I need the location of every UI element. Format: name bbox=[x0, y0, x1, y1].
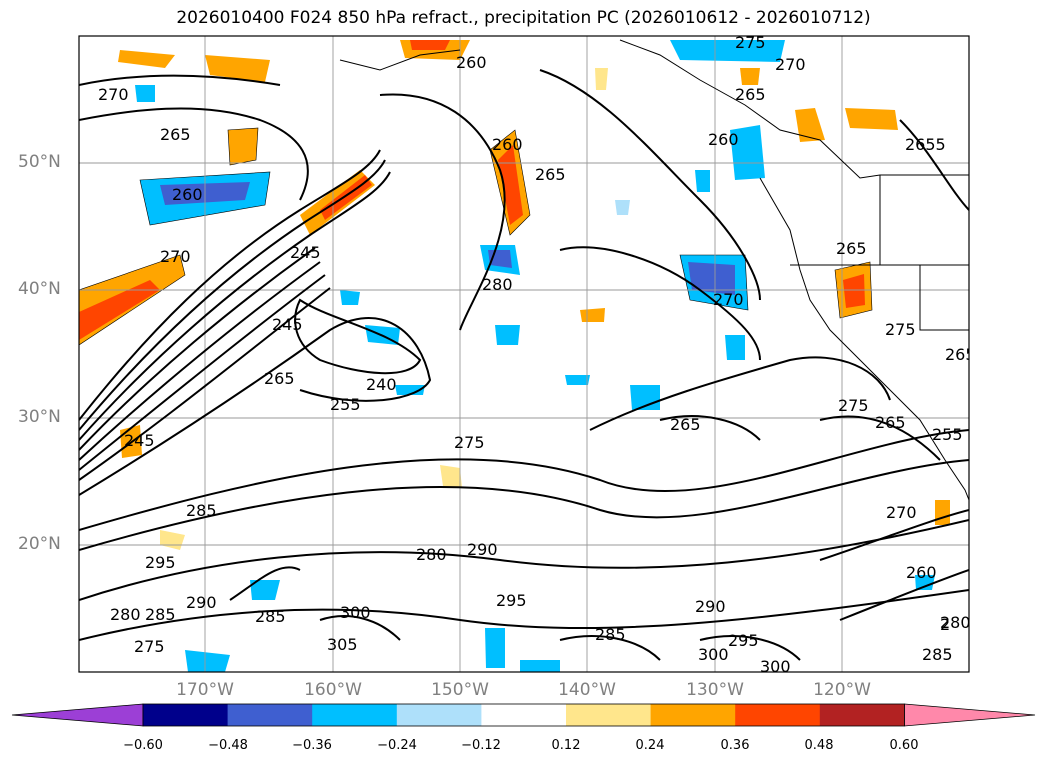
colorbar-tick-label: 0.60 bbox=[889, 738, 919, 753]
contour-label: 2 bbox=[940, 615, 950, 634]
contour-label: 285 bbox=[186, 501, 217, 520]
contour-label: 245 bbox=[124, 431, 155, 450]
contour-label: 270 bbox=[775, 55, 806, 74]
contour-label: 265 bbox=[160, 125, 191, 144]
contour-label: 260 bbox=[708, 130, 739, 149]
contour-label: 300 bbox=[340, 603, 371, 622]
contour-label: 285 bbox=[145, 605, 176, 624]
lon-label: 150°W bbox=[431, 680, 489, 700]
contour-label: 300 bbox=[760, 657, 791, 676]
map-title: 2026010400 F024 850 hPa refract., precip… bbox=[176, 8, 871, 28]
colorbar-tick-label: −0.12 bbox=[461, 738, 501, 753]
contour-label: 275 bbox=[454, 433, 485, 452]
contour-label: 260 bbox=[456, 53, 487, 72]
contour-label: 275 bbox=[885, 320, 916, 339]
contour-label: 285 bbox=[595, 625, 626, 644]
lat-label: 40°N bbox=[18, 279, 61, 299]
contour-label: 245 bbox=[290, 243, 321, 262]
precip-negative-areas bbox=[135, 40, 935, 672]
contour-label: 255 bbox=[330, 395, 361, 414]
contour-label: 300 bbox=[698, 645, 729, 664]
contour-label: 290 bbox=[186, 593, 217, 612]
map-frame bbox=[78, 35, 970, 673]
colorbar-tick-label: 0.36 bbox=[720, 738, 750, 753]
lat-label: 30°N bbox=[18, 407, 61, 427]
contour-label: 295 bbox=[496, 591, 527, 610]
contour-label: 280 bbox=[110, 605, 141, 624]
contour-label: 275 bbox=[134, 637, 165, 656]
contour-label: 285 bbox=[255, 607, 286, 626]
contour-label: 255 bbox=[932, 425, 963, 444]
contour-label: 245 bbox=[272, 315, 303, 334]
contour-label: 295 bbox=[145, 553, 176, 572]
contour-label: 265 bbox=[945, 345, 976, 364]
contour-label: 280 bbox=[482, 275, 513, 294]
contour-label: 290 bbox=[695, 597, 726, 616]
contour-label: 240 bbox=[366, 375, 397, 394]
contour-label: 260 bbox=[492, 135, 523, 154]
contour-label: 275 bbox=[838, 396, 869, 415]
colorbar-tick-label: −0.24 bbox=[377, 738, 417, 753]
contour-label: 270 bbox=[713, 290, 744, 309]
lon-label: 160°W bbox=[304, 680, 362, 700]
contour-label: 265 bbox=[670, 415, 701, 434]
contour-label: 290 bbox=[467, 540, 498, 559]
colorbar-tick-label: −0.36 bbox=[292, 738, 332, 753]
contour-label: 2655 bbox=[905, 135, 946, 154]
graticule bbox=[79, 36, 969, 672]
contour-label: 285 bbox=[922, 645, 953, 664]
contour-label: 265 bbox=[735, 85, 766, 104]
contour-label: 280 bbox=[416, 545, 447, 564]
contour-label: 270 bbox=[160, 247, 191, 266]
contour-label: 305 bbox=[327, 635, 358, 654]
lon-label: 140°W bbox=[558, 680, 616, 700]
contour-label: 265 bbox=[836, 239, 867, 258]
lon-label: 130°W bbox=[686, 680, 744, 700]
contour-label: 270 bbox=[886, 503, 917, 522]
contour-label: 260 bbox=[172, 185, 203, 204]
lat-label: 50°N bbox=[18, 152, 61, 172]
refractivity-contours bbox=[79, 69, 969, 661]
contour-label: 275 bbox=[735, 33, 766, 52]
contour-label: 265 bbox=[264, 369, 295, 388]
colorbar-tick-label: 0.48 bbox=[804, 738, 834, 753]
colorbar-tick-label: −0.60 bbox=[123, 738, 163, 753]
colorbar-tick-label: 0.12 bbox=[551, 738, 581, 753]
lat-label: 20°N bbox=[18, 534, 61, 554]
coastlines bbox=[339, 36, 969, 501]
contour-label: 265 bbox=[535, 165, 566, 184]
contour-label: 260 bbox=[906, 563, 937, 582]
contour-label: 265 bbox=[875, 413, 906, 432]
lon-label: 120°W bbox=[813, 680, 871, 700]
lon-label: 170°W bbox=[176, 680, 234, 700]
contour-label: 270 bbox=[98, 85, 129, 104]
contour-label: 295 bbox=[728, 631, 759, 650]
contour-label-group: 270 265 260 260 265 260 265 270 245 245 … bbox=[98, 33, 976, 676]
colorbar-tick-label: −0.48 bbox=[208, 738, 248, 753]
colorbar-tick-label: 0.24 bbox=[635, 738, 665, 753]
contour-label: 280 bbox=[940, 613, 971, 632]
